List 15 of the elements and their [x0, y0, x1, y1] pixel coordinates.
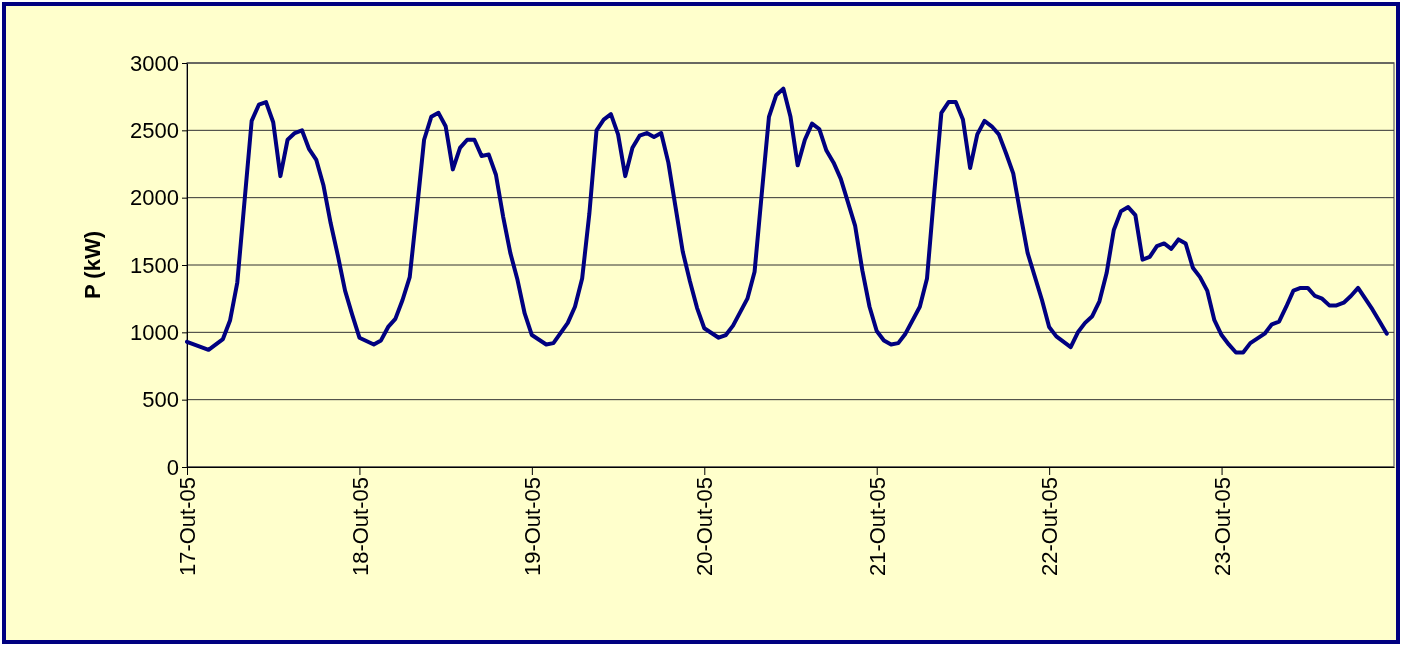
- x-tick-label: 20-Out-05: [692, 477, 718, 577]
- y-tick-label: 3000: [130, 50, 179, 76]
- y-tick-label: 1500: [130, 252, 179, 278]
- y-tick-label: 2000: [130, 185, 179, 211]
- y-tick-label: 2500: [130, 117, 179, 143]
- x-tick-label: 23-Out-05: [1209, 477, 1235, 577]
- y-tick-label: 1000: [130, 319, 179, 345]
- x-tick-label: 22-Out-05: [1037, 477, 1063, 577]
- x-tick-label: 17-Out-05: [175, 477, 201, 577]
- x-tick-label: 19-Out-05: [520, 477, 546, 577]
- y-tick-label: 500: [142, 387, 179, 413]
- y-tick-label: 0: [166, 454, 179, 480]
- x-tick-label: 21-Out-05: [864, 477, 890, 577]
- x-tick-label: 18-Out-05: [347, 477, 373, 577]
- y-axis-title: P (kW): [80, 230, 105, 300]
